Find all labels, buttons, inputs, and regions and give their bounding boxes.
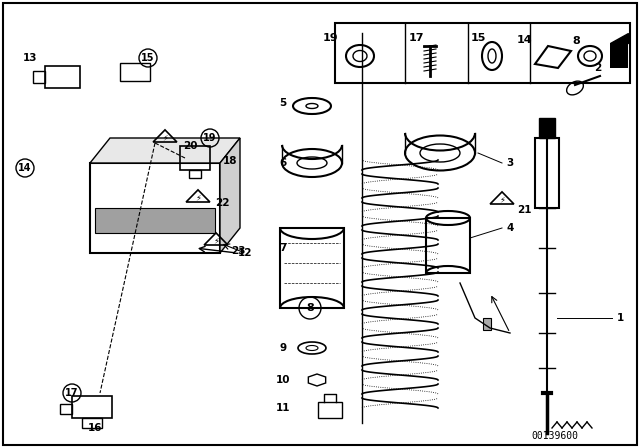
Text: 4: 4 <box>506 223 514 233</box>
Text: 14: 14 <box>19 163 32 173</box>
Bar <box>335 23 630 83</box>
Polygon shape <box>610 33 628 43</box>
Bar <box>72 396 112 418</box>
Bar <box>120 63 150 81</box>
Text: 00139600: 00139600 <box>531 431 579 441</box>
Text: 23: 23 <box>231 246 245 256</box>
Text: 17: 17 <box>65 388 79 398</box>
Text: 22: 22 <box>215 198 229 208</box>
Polygon shape <box>220 138 240 253</box>
Bar <box>426 218 470 273</box>
Text: 11: 11 <box>276 403 291 413</box>
Text: 20: 20 <box>183 141 197 151</box>
Bar <box>610 43 628 68</box>
Bar <box>33 71 45 83</box>
Text: 19: 19 <box>204 133 217 143</box>
Bar <box>318 402 342 418</box>
Text: 3: 3 <box>506 158 514 168</box>
Text: 6: 6 <box>280 158 287 168</box>
Text: ⚡: ⚡ <box>162 134 168 142</box>
Text: 15: 15 <box>141 53 155 63</box>
Text: ⚡: ⚡ <box>195 194 201 202</box>
Text: 10: 10 <box>276 375 291 385</box>
Text: 17: 17 <box>408 33 424 43</box>
Text: 2: 2 <box>595 63 602 73</box>
Bar <box>45 66 80 88</box>
Bar <box>483 318 491 330</box>
Text: 14: 14 <box>517 35 533 45</box>
Text: 8: 8 <box>306 303 314 313</box>
Text: 13: 13 <box>23 53 37 63</box>
Bar <box>535 138 559 208</box>
Bar <box>189 170 201 178</box>
Polygon shape <box>90 138 240 163</box>
Text: 7: 7 <box>279 243 287 253</box>
Text: ⚡: ⚡ <box>213 237 219 246</box>
Bar <box>539 118 555 138</box>
Text: 5: 5 <box>280 98 287 108</box>
Text: 19: 19 <box>322 33 338 43</box>
Bar <box>60 404 72 414</box>
Text: 15: 15 <box>470 33 486 43</box>
Bar <box>95 208 215 233</box>
Text: 9: 9 <box>280 343 287 353</box>
Text: ⚡: ⚡ <box>499 195 505 204</box>
Bar <box>180 146 210 170</box>
Bar <box>82 418 102 428</box>
Text: 16: 16 <box>88 423 102 433</box>
Bar <box>280 228 344 308</box>
Text: 12: 12 <box>237 248 252 258</box>
Text: 21: 21 <box>516 205 531 215</box>
Text: 18: 18 <box>223 156 237 166</box>
Text: 8: 8 <box>572 36 580 46</box>
Text: 1: 1 <box>616 313 623 323</box>
